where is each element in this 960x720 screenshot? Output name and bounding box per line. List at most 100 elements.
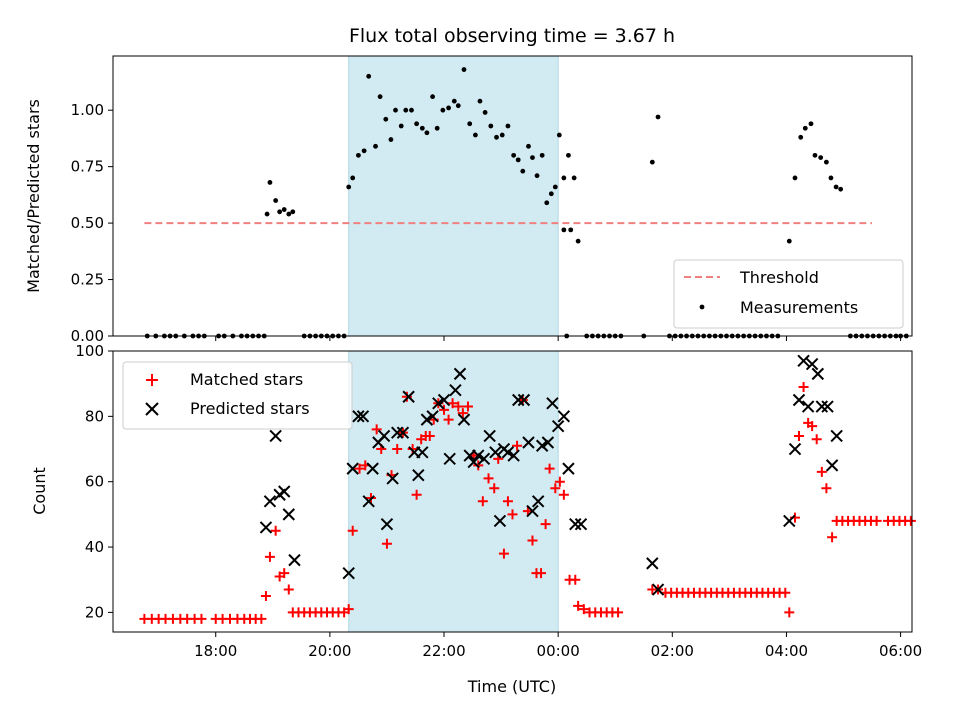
bottom-legend-box <box>122 361 353 430</box>
measurement-point <box>286 211 292 217</box>
legend-matched-swatch <box>146 374 158 386</box>
predicted-point <box>569 517 582 531</box>
top-y-ticks: 0.00 0.25 0.50 0.75 1.00 <box>71 101 113 345</box>
matched-point <box>283 584 294 595</box>
predicted-point <box>377 429 391 443</box>
bottom-axes-frame <box>112 350 913 633</box>
measurement-point <box>446 105 451 111</box>
predicted-point <box>511 393 525 407</box>
matched-point <box>457 408 468 419</box>
matched-point <box>780 587 791 598</box>
predicted-point <box>801 400 815 413</box>
predicted-point <box>805 357 819 371</box>
x-tick-label: 04:00 <box>765 642 808 660</box>
measurement-point <box>440 107 446 113</box>
matched-point <box>540 519 551 530</box>
measurement-point <box>499 132 505 138</box>
predicted-point <box>815 400 829 413</box>
matched-point <box>401 391 412 402</box>
predicted-point <box>416 446 429 459</box>
predicted-point <box>531 495 545 508</box>
predicted-point <box>562 462 575 475</box>
matched-point <box>424 430 435 441</box>
matched-point <box>264 551 275 562</box>
y-tick-label: 20 <box>85 603 104 621</box>
predicted-point <box>259 521 273 534</box>
predicted-point <box>269 429 282 443</box>
predicted-point <box>467 455 480 469</box>
predicted-point <box>437 393 451 407</box>
measurement-point <box>838 186 844 192</box>
measurement-point <box>281 207 287 212</box>
y-tick-label: 80 <box>85 407 104 425</box>
y-tick-label: 100 <box>75 342 104 360</box>
measurement-point <box>798 134 804 140</box>
legend-predicted-swatch <box>145 402 159 416</box>
matched-point <box>554 476 565 487</box>
measurement-point <box>566 152 571 158</box>
measurement-point <box>346 184 352 190</box>
legend-threshold-label: Threshold <box>739 268 819 287</box>
measurement-point <box>403 107 409 113</box>
y-tick-label: 0.25 <box>71 271 104 289</box>
measurement-point <box>267 180 273 185</box>
predicted-point <box>443 452 456 466</box>
measurement-point <box>526 143 531 149</box>
bottom-legend: Matched stars Predicted stars <box>122 361 353 430</box>
y-tick-label: 0.50 <box>71 214 104 232</box>
matched-point <box>411 489 422 500</box>
measurement-point <box>571 175 577 181</box>
measurement-point <box>488 123 494 129</box>
matched-point <box>871 515 882 526</box>
matched-point <box>507 509 518 520</box>
matched-point <box>270 525 281 536</box>
matched-point <box>343 604 354 615</box>
x-tick-label: 00:00 <box>537 642 580 660</box>
predicted-point <box>788 442 802 456</box>
measurement-point <box>273 198 279 203</box>
measurement-point <box>655 114 661 120</box>
measurement-point <box>430 94 435 100</box>
measurement-point <box>548 191 554 197</box>
matched-point <box>558 489 569 500</box>
matched-point <box>578 604 589 615</box>
predicted-point <box>412 468 425 482</box>
measurement-point <box>786 238 792 244</box>
measurement-point <box>350 175 356 181</box>
predicted-point <box>651 583 665 596</box>
predicted-point <box>342 566 355 580</box>
matched-point <box>807 421 818 432</box>
measurement-point <box>467 121 473 127</box>
chart-title: Flux total observing time = 3.67 h <box>349 25 675 47</box>
x-tick-label: 02:00 <box>651 642 694 660</box>
predicted-point <box>489 446 502 459</box>
predicted-point <box>522 436 535 449</box>
measurement-point <box>477 98 483 104</box>
predicted-point <box>830 429 843 443</box>
matched-point <box>798 381 809 392</box>
predicted-point <box>783 514 796 528</box>
matched-point <box>447 398 458 409</box>
x-tick-label: 06:00 <box>879 642 922 660</box>
measurement-point <box>455 103 461 109</box>
top-axes-frame <box>112 55 913 337</box>
matched-point <box>544 463 555 474</box>
matched-point <box>793 430 804 441</box>
predicted-point <box>477 452 491 466</box>
matched-point <box>381 538 392 549</box>
matched-point <box>453 401 464 412</box>
y-tick-label: 40 <box>85 538 104 556</box>
matched-point <box>279 568 290 579</box>
predicted-point <box>821 400 834 413</box>
top-y-axis-label: Matched/Predicted stars <box>24 99 43 293</box>
predicted-point <box>797 354 810 368</box>
x-axis-label: Time (UTC) <box>467 677 556 696</box>
measurement-point <box>393 107 398 113</box>
legend-matched-label: Matched stars <box>190 370 303 389</box>
measurement-point <box>534 173 540 179</box>
predicted-point <box>457 413 471 426</box>
matched-point <box>489 483 500 494</box>
predicted-point <box>507 449 520 462</box>
measurement-point <box>828 175 834 181</box>
measurement-point <box>649 159 655 165</box>
